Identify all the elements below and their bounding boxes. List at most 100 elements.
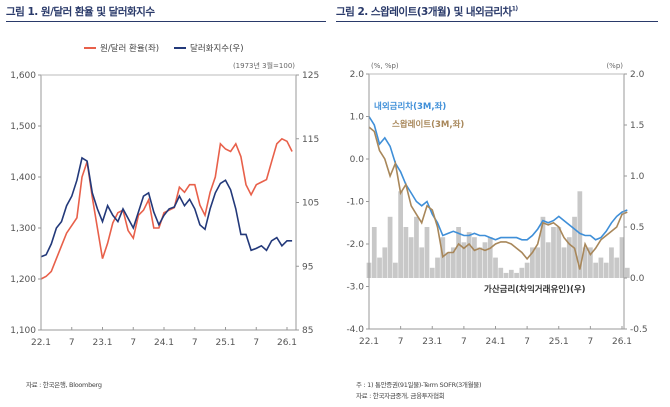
left-tick-label: -1.0 bbox=[346, 198, 364, 208]
legend-label-dxy: 달러화지수(우) bbox=[190, 43, 244, 54]
spread-bar-24.5 bbox=[514, 272, 519, 278]
left-tick-label: 0.0 bbox=[350, 155, 365, 165]
left-tick-label: 1,400 bbox=[10, 173, 36, 183]
figure2-note: 주 : 1) 통안증권(91일물)-Term SOFR(3개월물) bbox=[356, 381, 482, 389]
right-axis-unit: (%p) bbox=[606, 62, 623, 70]
spread-bar-23.10 bbox=[477, 247, 483, 278]
figure2-source: 자료 : 한국자금중개, 금융투자협회 bbox=[356, 392, 445, 400]
right-tick-label: 95 bbox=[302, 262, 313, 272]
spread-bar-22.3 bbox=[377, 257, 382, 278]
spread-bar-24.9 bbox=[535, 247, 541, 278]
x-tick-label: 23.1 bbox=[422, 337, 442, 347]
x-tick-label: 7 bbox=[253, 338, 259, 348]
left-tick-label: 1,300 bbox=[10, 224, 36, 234]
spread-bar-25.7 bbox=[588, 247, 593, 278]
legend-label-krw: 원/달러 환율(좌) bbox=[100, 43, 159, 54]
spread-bar-23.8 bbox=[466, 232, 472, 278]
series-label-rate-diff: 내외금리차(3M,좌) bbox=[374, 101, 446, 112]
spread-bar-25.3 bbox=[566, 237, 572, 278]
left-tick-label: -4.0 bbox=[346, 325, 364, 335]
spread-bar-24.12 bbox=[551, 227, 556, 278]
spread-bar-22.9 bbox=[408, 237, 414, 278]
spread-bar-22.11 bbox=[419, 247, 425, 278]
x-tick-label: 22.1 bbox=[31, 338, 51, 348]
figure1-source: 자료 : 한국은행, Bloomberg bbox=[26, 381, 102, 389]
x-tick-label: 26.1 bbox=[612, 337, 632, 347]
right-tick-label: -0.5 bbox=[630, 325, 648, 335]
spread-bar-25.1 bbox=[556, 227, 562, 278]
x-tick-label: 7 bbox=[398, 337, 404, 347]
spread-bar-24.10 bbox=[540, 216, 546, 278]
x-tick-label: 7 bbox=[588, 337, 594, 347]
spread-bar-23.5 bbox=[450, 247, 456, 278]
left-tick-label: -2.0 bbox=[346, 240, 364, 250]
right-tick-label: 105 bbox=[302, 199, 319, 209]
right-tick-label: 85 bbox=[302, 326, 313, 336]
figure2-title-sup: 1) bbox=[511, 5, 518, 13]
series-label-swap: 스왑레이트(3M,좌) bbox=[392, 119, 464, 130]
left-tick-label: -3.0 bbox=[346, 283, 364, 293]
spread-bar-23.2 bbox=[435, 257, 440, 278]
right-tick-label: 0.0 bbox=[630, 274, 645, 284]
spread-bar-23.4 bbox=[445, 252, 451, 278]
right-tick-label: 125 bbox=[302, 71, 319, 81]
x-tick-label: 25.1 bbox=[215, 338, 235, 348]
x-tick-label: 24.1 bbox=[485, 337, 505, 347]
x-tick-label: 23.1 bbox=[92, 338, 112, 348]
spread-bar-22.4 bbox=[382, 247, 388, 278]
right-tick-label: 1.5 bbox=[630, 121, 644, 131]
x-tick-label: 25.1 bbox=[549, 337, 569, 347]
spread-bar-24.8 bbox=[530, 247, 535, 278]
spread-bar-24.11 bbox=[545, 242, 551, 278]
figure2-title-text: 그림 2. 스왑레이트(3개월) 및 내외금리차 bbox=[336, 6, 512, 18]
spread-bar-22.5 bbox=[387, 216, 393, 278]
x-tick-label: 22.1 bbox=[359, 337, 379, 347]
spread-bar-25.8 bbox=[593, 262, 599, 278]
spread-bar-24.6 bbox=[519, 267, 525, 278]
spread-bar-22.6 bbox=[392, 262, 398, 278]
x-tick-label: 7 bbox=[130, 338, 136, 348]
left-tick-label: 1,200 bbox=[10, 275, 36, 285]
spread-bar-22.12 bbox=[424, 227, 430, 278]
spread-bar-25.9 bbox=[598, 257, 604, 278]
left-tick-label: 1,600 bbox=[10, 71, 36, 81]
right-tick-label: 115 bbox=[302, 135, 319, 145]
right-tick-label: 0.5 bbox=[630, 223, 644, 233]
spread-bar-22.2 bbox=[371, 227, 377, 278]
x-tick-label: 7 bbox=[192, 338, 198, 348]
left-tick-label: 2.0 bbox=[350, 70, 365, 80]
x-tick-label: 7 bbox=[461, 337, 467, 347]
spread-bar-25.12 bbox=[614, 257, 620, 278]
spread-bar-24.4 bbox=[508, 269, 514, 278]
spread-bar-24.7 bbox=[524, 262, 530, 278]
series-line-2 bbox=[368, 126, 628, 270]
spread-bar-23.9 bbox=[472, 237, 477, 278]
spread-bar-24.3 bbox=[503, 272, 509, 278]
series-line-0 bbox=[40, 137, 293, 280]
x-tick-label: 7 bbox=[524, 337, 530, 347]
spread-bar-23.1 bbox=[429, 267, 435, 278]
left-tick-label: 1,500 bbox=[10, 122, 36, 132]
series-label-spread: 가산금리(차익거래유인)(우) bbox=[484, 284, 586, 295]
spread-bar-24.2 bbox=[498, 267, 504, 278]
figure2-title: 그림 2. 스왑레이트(3개월) 및 내외금리차1) bbox=[336, 4, 518, 19]
right-tick-label: 2.0 bbox=[630, 70, 645, 80]
spread-bar-22.7 bbox=[398, 191, 403, 278]
x-tick-label: 7 bbox=[69, 338, 75, 348]
spread-bar-23.12 bbox=[487, 237, 493, 278]
spread-bar-25.5 bbox=[577, 191, 583, 278]
spread-bar-22.10 bbox=[414, 216, 419, 278]
spread-bar-25.6 bbox=[582, 247, 588, 278]
x-tick-label: 26.1 bbox=[277, 338, 297, 348]
spread-bar-24.1 bbox=[493, 257, 498, 278]
spread-bar-23.6 bbox=[456, 227, 461, 278]
spread-bar-25.10 bbox=[603, 262, 609, 278]
figure2-title-rule bbox=[336, 21, 658, 22]
right-tick-label: 1.0 bbox=[630, 172, 645, 182]
series-line-1 bbox=[368, 116, 628, 241]
spread-bar-23.7 bbox=[461, 242, 467, 278]
spread-bar-26.1 bbox=[619, 237, 625, 278]
spread-bar-25.2 bbox=[561, 247, 567, 278]
series-line-1 bbox=[40, 156, 293, 258]
